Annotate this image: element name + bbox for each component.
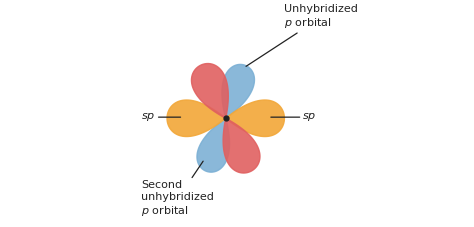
Polygon shape bbox=[226, 100, 284, 136]
Text: Second
unhybridized
$p$ orbital: Second unhybridized $p$ orbital bbox=[141, 161, 214, 218]
Polygon shape bbox=[223, 118, 260, 173]
Text: Unhybridized
$p$ orbital: Unhybridized $p$ orbital bbox=[246, 4, 358, 66]
Polygon shape bbox=[197, 118, 229, 172]
Polygon shape bbox=[222, 64, 255, 118]
Polygon shape bbox=[167, 100, 226, 136]
Text: $sp$: $sp$ bbox=[141, 111, 181, 123]
Polygon shape bbox=[191, 64, 228, 118]
Text: $sp$: $sp$ bbox=[271, 111, 317, 123]
